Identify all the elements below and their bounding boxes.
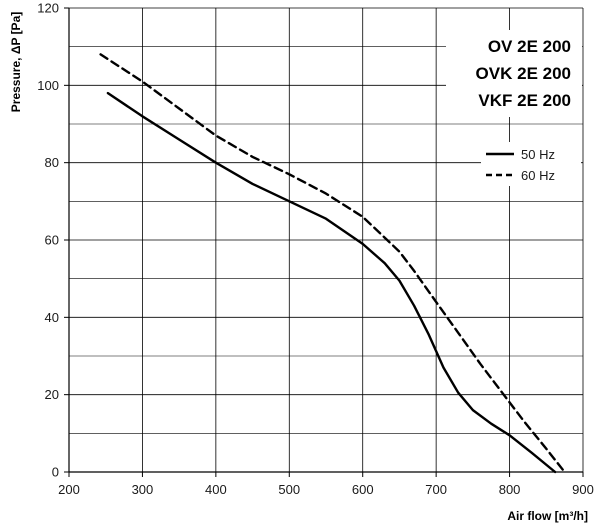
model-labels: OV 2E 200 OVK 2E 200 VKF 2E 200 [446, 30, 582, 117]
x-tick-label: 600 [352, 482, 374, 497]
y-tick-label: 120 [37, 1, 59, 16]
model-label: VKF 2E 200 [478, 91, 571, 110]
y-tick-label: 0 [52, 465, 59, 480]
model-label-box [446, 30, 582, 117]
model-label: OV 2E 200 [488, 37, 571, 56]
y-tick-label: 60 [45, 233, 59, 248]
x-tick-label: 300 [132, 482, 154, 497]
x-tick-label: 400 [205, 482, 227, 497]
series-line-dashed [99, 53, 566, 474]
legend-box [481, 142, 581, 186]
y-tick-label: 80 [45, 155, 59, 170]
grid [68, 7, 584, 473]
y-tick-label: 40 [45, 310, 59, 325]
y-tick-label: 20 [45, 387, 59, 402]
series-line-solid [106, 91, 557, 474]
x-axis-label: Air flow [m³/h] [507, 509, 588, 523]
tick-labels: 200 300 400 500 600 700 800 900 0 20 40 60 80 100 120 [37, 1, 594, 498]
model-label: OVK 2E 200 [476, 64, 571, 83]
x-tick-label: 200 [58, 482, 80, 497]
series-lines [99, 53, 566, 474]
y-axis-label: Pressure, ΔP [Pa] [9, 12, 23, 112]
x-tick-label: 500 [278, 482, 300, 497]
legend: 50 Hz 60 Hz [481, 142, 581, 186]
legend-label: 60 Hz [521, 168, 555, 183]
x-tick-label: 800 [499, 482, 521, 497]
y-tick-label: 100 [37, 78, 59, 93]
legend-label: 50 Hz [521, 147, 555, 162]
x-tick-label: 700 [425, 482, 447, 497]
x-tick-label: 900 [572, 482, 594, 497]
